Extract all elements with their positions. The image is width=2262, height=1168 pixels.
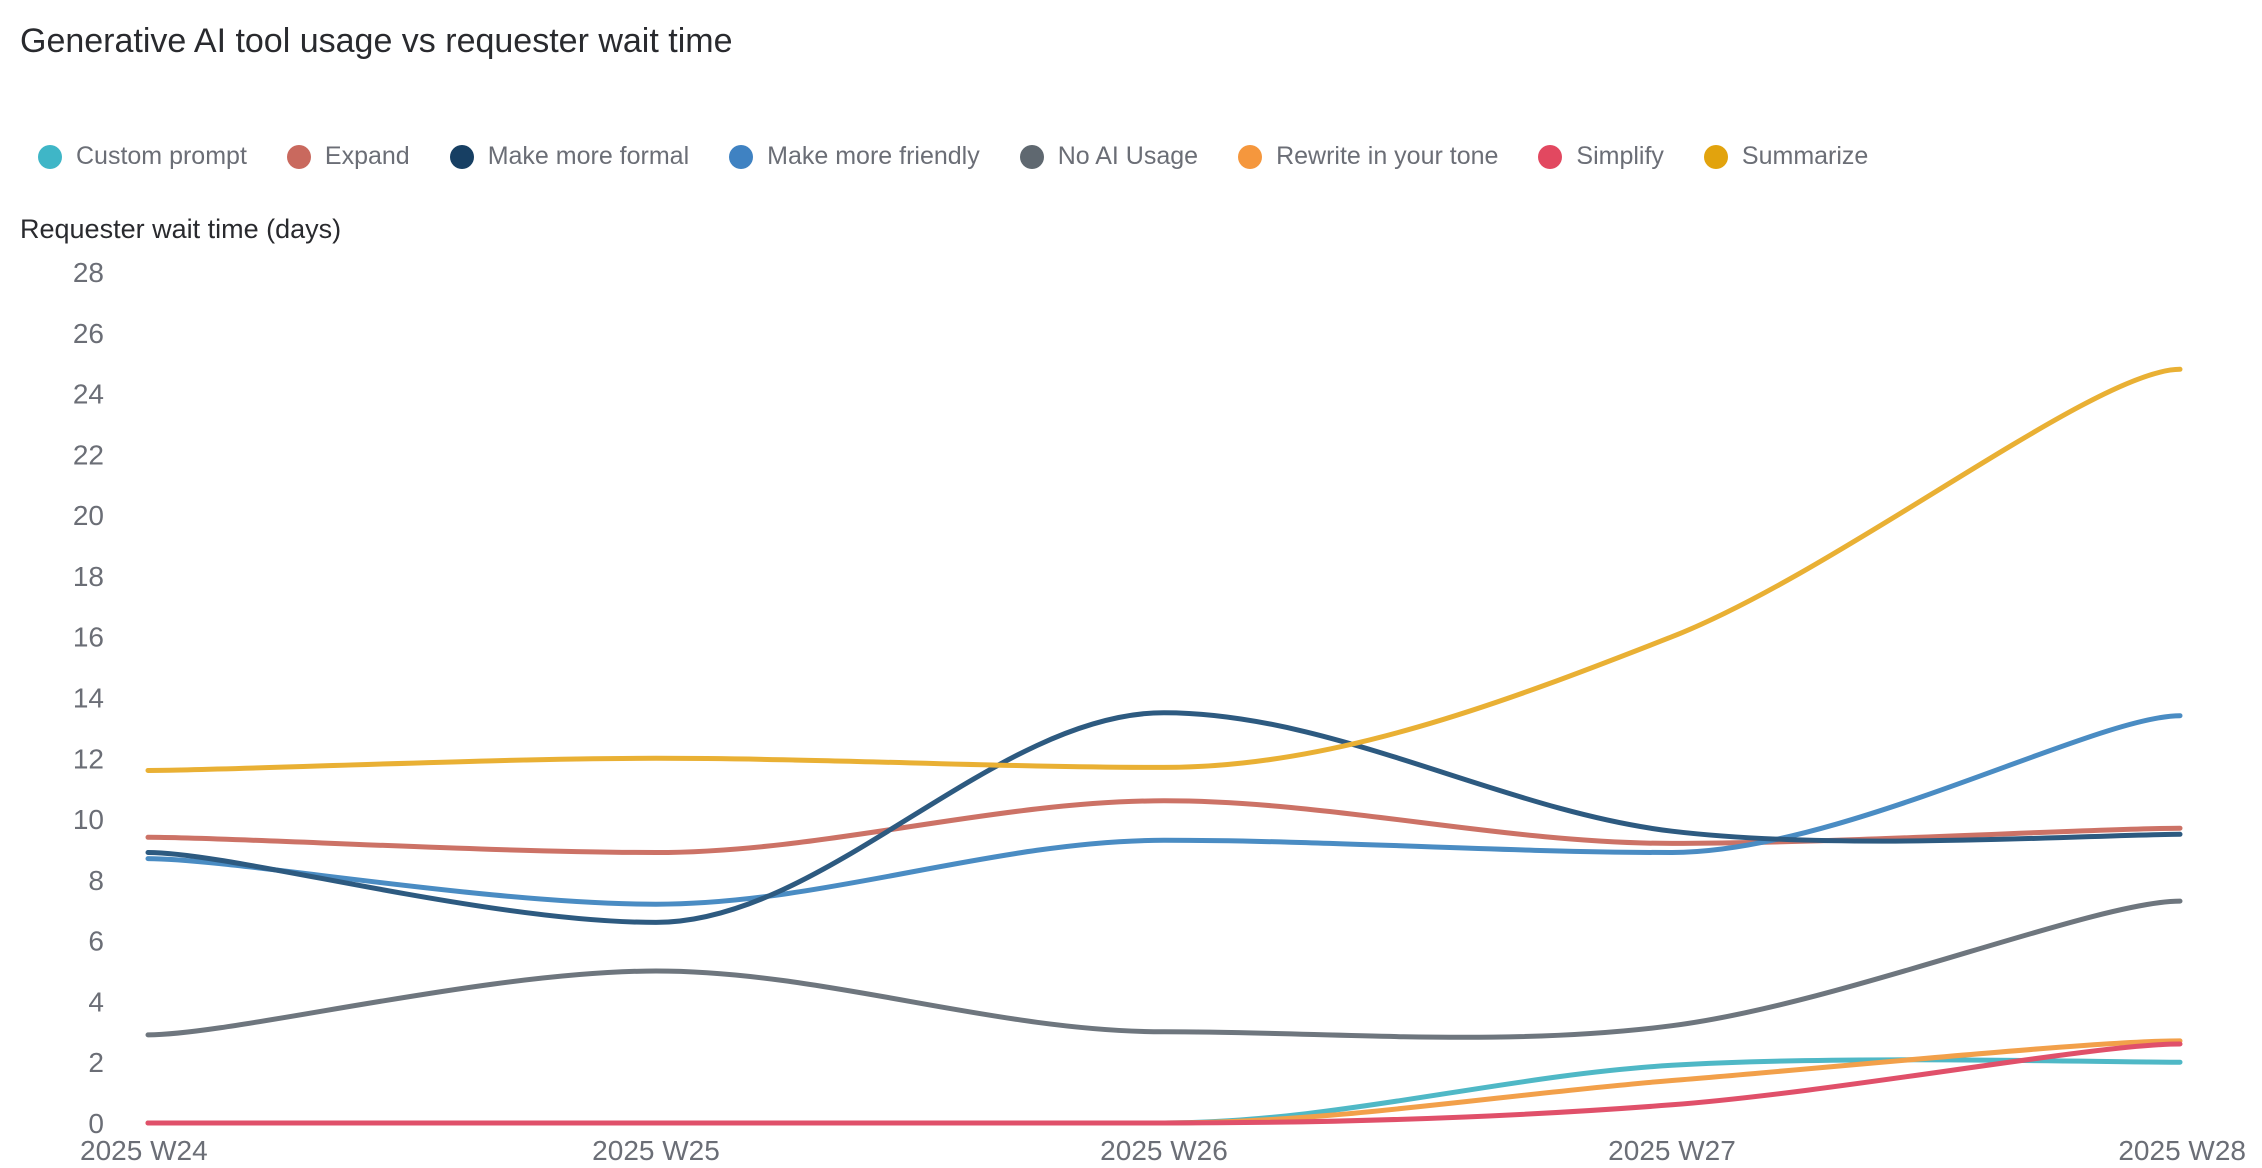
legend-swatch bbox=[1019, 144, 1044, 169]
y-tick-label: 6 bbox=[88, 926, 104, 957]
legend-item-rewrite-in-your-tone[interactable]: Rewrite in your tone bbox=[1238, 142, 1498, 171]
y-tick-label: 22 bbox=[73, 439, 104, 470]
legend-label: Expand bbox=[324, 142, 410, 170]
y-tick-label: 2 bbox=[88, 1047, 104, 1078]
legend-swatch bbox=[1538, 144, 1563, 169]
legend-item-custom-prompt[interactable]: Custom prompt bbox=[38, 142, 247, 171]
legend-swatch bbox=[1703, 144, 1728, 169]
legend-item-make-more-friendly[interactable]: Make more friendly bbox=[729, 142, 980, 171]
legend-label: No AI Usage bbox=[1057, 142, 1199, 170]
series-line-simplify[interactable] bbox=[145, 1041, 2183, 1126]
series-line-no-ai-usage[interactable] bbox=[145, 898, 2183, 1040]
y-tick-label: 10 bbox=[73, 804, 104, 835]
y-tick-label: 16 bbox=[73, 622, 104, 653]
y-tick-label: 20 bbox=[73, 500, 104, 531]
y-tick-label: 18 bbox=[73, 561, 104, 592]
legend-swatch bbox=[38, 144, 62, 169]
chart-title: Generative AI tool usage vs requester wa… bbox=[20, 22, 733, 60]
y-tick-label: 12 bbox=[73, 743, 104, 774]
legend-item-simplify[interactable]: Simplify bbox=[1538, 142, 1664, 171]
legend-label: Make more formal bbox=[487, 142, 690, 170]
legend-label: Rewrite in your tone bbox=[1276, 142, 1499, 170]
series-line-custom-prompt[interactable] bbox=[145, 1057, 2183, 1126]
series-line-make-more-friendly[interactable] bbox=[145, 713, 2183, 907]
x-tick-label: 2025 W28 bbox=[2118, 1135, 2246, 1166]
legend-item-summarize[interactable]: Summarize bbox=[1703, 142, 1869, 171]
y-tick-label: 8 bbox=[88, 865, 104, 896]
x-tick-label: 2025 W27 bbox=[1608, 1135, 1736, 1166]
series-line-summarize[interactable] bbox=[145, 366, 2183, 773]
y-tick-label: 14 bbox=[73, 683, 104, 714]
series-line-expand[interactable] bbox=[145, 798, 2183, 855]
x-tick-label: 2025 W26 bbox=[1100, 1135, 1228, 1166]
x-tick-label: 2025 W24 bbox=[80, 1135, 208, 1166]
legend-swatch bbox=[1238, 144, 1263, 169]
series-line-make-more-formal[interactable] bbox=[145, 710, 2183, 925]
legend-item-expand[interactable]: Expand bbox=[286, 142, 410, 171]
legend-label: Summarize bbox=[1741, 142, 1869, 170]
x-tick-label: 2025 W25 bbox=[592, 1135, 720, 1166]
legend: Custom prompt Expand Make more formal Make … bbox=[38, 142, 1908, 171]
y-tick-label: 26 bbox=[73, 318, 104, 349]
y-tick-label: 4 bbox=[88, 986, 104, 1017]
legend-swatch bbox=[729, 144, 754, 169]
legend-label: Simplify bbox=[1576, 142, 1664, 170]
y-tick-label: 0 bbox=[88, 1108, 104, 1139]
legend-label: Make more friendly bbox=[767, 142, 980, 170]
legend-item-make-more-formal[interactable]: Make more formal bbox=[449, 142, 690, 171]
y-tick-label: 28 bbox=[73, 257, 104, 288]
legend-swatch bbox=[286, 144, 311, 169]
legend-label: Custom prompt bbox=[76, 142, 247, 170]
legend-item-no-ai-usage[interactable]: No AI Usage bbox=[1019, 142, 1199, 171]
y-axis-title: Requester wait time (days) bbox=[20, 214, 342, 244]
y-tick-label: 24 bbox=[73, 379, 104, 410]
legend-swatch bbox=[449, 144, 474, 169]
